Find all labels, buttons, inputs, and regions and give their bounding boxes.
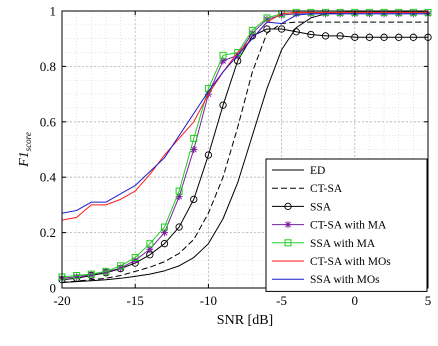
- y-tick-label: 0.4: [40, 170, 57, 185]
- series-ct-sa: [61, 21, 428, 283]
- series-point-ct-sa-with-ma: [102, 268, 110, 276]
- series-point-ct-sa-with-ma: [190, 146, 198, 153]
- series-point-ssa-with-ma: [73, 272, 81, 280]
- series-point-ssa-with-ma: [87, 270, 95, 278]
- legend-entry-ct-sa-with-mos: CT-SA with MOs: [272, 256, 391, 268]
- series-point-ct-sa-with-ma: [146, 245, 154, 253]
- series-point-ssa-with-ma: [263, 14, 271, 22]
- series-point-ssa-with-ma: [175, 187, 183, 195]
- series-point-ct-sa-with-ma: [278, 11, 286, 19]
- series-layer: [58, 8, 432, 284]
- series-point-ssa: [395, 33, 403, 41]
- y-tick-label: 0: [50, 281, 57, 296]
- legend-marker-ct-sa-with-ma: [284, 221, 292, 229]
- series-point-ct-sa-with-ma: [219, 57, 227, 65]
- legend-marker-ssa: [284, 202, 292, 211]
- legend-label-ssa-with-mos: SSA with MOs: [310, 274, 380, 286]
- legend-entry-ct-sa-with-ma: CT-SA with MA: [272, 220, 387, 232]
- y-axis-ticks: 0 0.2 0.4 0.6 0.8 1: [40, 4, 428, 296]
- series-point-ssa-with-ma: [117, 262, 125, 270]
- x-tick-label: 5: [425, 293, 432, 308]
- series-point-ct-sa-with-ma: [175, 193, 183, 201]
- legend-label-ssa-with-ma: SSA with MA: [310, 238, 376, 250]
- legend-box: [265, 158, 428, 292]
- y-axis-title-subscript: score: [23, 132, 33, 151]
- series-point-ssa-with-ma: [248, 26, 256, 34]
- legend-entry-ed: ED: [272, 165, 325, 177]
- series-point-ssa: [365, 33, 374, 41]
- series-point-ct-sa-with-ma: [87, 271, 95, 279]
- series-point-ct-sa-with-ma: [263, 15, 271, 23]
- y-axis-title: F1score: [17, 132, 33, 168]
- legend-label-ssa: SSA: [310, 201, 332, 213]
- legend-entry-ssa-with-ma: SSA with MA: [272, 238, 376, 250]
- series-point-ssa: [409, 33, 418, 41]
- series-point-ssa-with-ma: [219, 51, 227, 59]
- series-point-ssa: [351, 33, 359, 41]
- series-line-ct-sa: [61, 21, 428, 283]
- legend: ED CT-SA SSA CT-SA with MA SSA with MA CT-SA …: [265, 158, 428, 292]
- series-point-ssa: [336, 32, 344, 40]
- series-line-ct-sa-with-mos: [61, 11, 428, 221]
- series-point-ssa-with-ma: [131, 254, 139, 262]
- series-point-ssa: [292, 28, 300, 36]
- y-tick-label: 0.2: [40, 225, 56, 240]
- series-ct-sa-with-mos: [61, 11, 428, 221]
- series-point-ssa: [190, 195, 198, 204]
- series-point-ssa: [321, 32, 330, 40]
- series-point-ct-sa-with-ma: [292, 10, 300, 18]
- legend-entry-ssa: SSA: [272, 201, 332, 213]
- x-tick-label: -20: [53, 293, 70, 308]
- series-ssa-with-mos: [61, 13, 428, 214]
- series-point-ssa: [204, 151, 213, 159]
- y-tick-label: 0.6: [40, 114, 57, 129]
- legend-label-ct-sa: CT-SA: [310, 183, 343, 195]
- legend-marker-ssa-with-ma: [284, 239, 292, 247]
- y-tick-label: 0.8: [40, 59, 56, 74]
- series-point-ssa: [263, 25, 271, 33]
- x-tick-label: -5: [276, 293, 287, 308]
- legend-entry-ssa-with-mos: SSA with MOs: [272, 274, 380, 286]
- x-tick-label: -15: [127, 293, 144, 308]
- series-point-ssa: [307, 30, 315, 39]
- series-point-ssa-with-ma: [190, 134, 198, 142]
- x-axis-ticks: -20 -15 -10 -5 0 5: [53, 11, 431, 308]
- x-tick-label: 0: [352, 293, 359, 308]
- y-tick-label: 1: [50, 4, 57, 19]
- legend-entry-ct-sa: CT-SA: [272, 183, 343, 195]
- legend-label-ed: ED: [310, 165, 325, 177]
- x-axis-title: SNR [dB]: [217, 313, 273, 328]
- series-point-ssa: [219, 101, 227, 109]
- series-point-ssa: [160, 240, 169, 248]
- series-point-ct-sa-with-ma: [73, 273, 81, 281]
- legend-label-ct-sa-with-ma: CT-SA with MA: [310, 220, 387, 232]
- series-point-ct-sa-with-ma: [117, 264, 125, 272]
- plot-frame: [61, 10, 429, 289]
- x-tick-label: -10: [200, 293, 217, 308]
- y-axis-title-main: F1: [17, 151, 32, 168]
- series-point-ssa-with-ma: [146, 240, 154, 248]
- minor-gridlines: [61, 10, 429, 289]
- series-point-ssa-with-ma: [160, 223, 168, 231]
- series-point-ct-sa-with-ma: [160, 229, 168, 237]
- series-point-ssa-with-ma: [102, 267, 110, 275]
- series-point-ssa: [380, 33, 388, 41]
- series-point-ssa: [277, 25, 286, 33]
- series-point-ssa: [175, 223, 183, 231]
- series-line-ssa-with-mos: [61, 13, 428, 214]
- legend-label-ct-sa-with-mos: CT-SA with MOs: [310, 256, 391, 268]
